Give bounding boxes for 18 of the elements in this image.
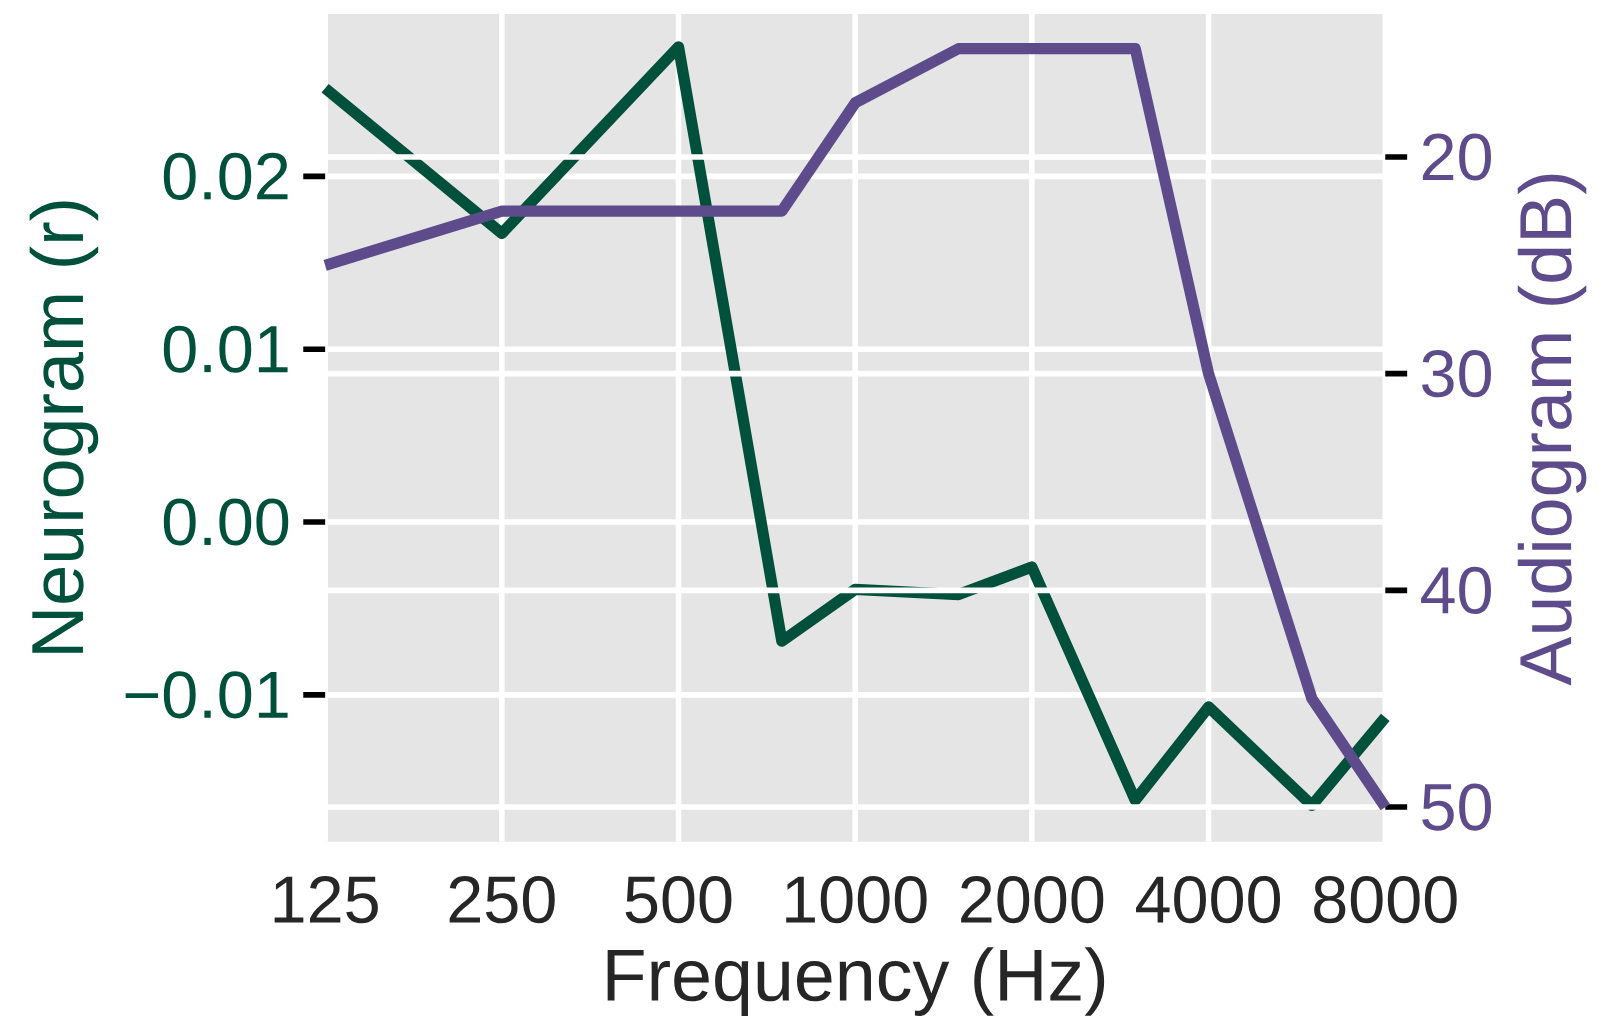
x-tick-label: 125 <box>274 875 378 924</box>
y-tick-label: 0.02 <box>163 152 288 200</box>
x-tick-label: 8000 <box>1314 875 1457 924</box>
y-tick-label: 0.00 <box>163 498 289 546</box>
x-tick-label: 1000 <box>786 875 927 924</box>
y-tick-label: −0.01 <box>125 671 288 719</box>
y2-tick-label: 20 <box>1422 133 1491 181</box>
y2-axis-title: Audiogram (dB) <box>1517 174 1587 686</box>
y-tick-label: 0.01 <box>163 325 288 373</box>
y2-tick-label: 50 <box>1422 783 1491 831</box>
y2-tick-label: 30 <box>1422 350 1491 398</box>
x-tick-label: 250 <box>449 875 555 924</box>
y-axis-title: Neurogram (r) <box>29 201 99 653</box>
x-axis-title: Frequency (Hz) <box>607 947 1105 1016</box>
x-tick-label: 2000 <box>961 875 1104 924</box>
x-tick-label: 500 <box>625 875 732 924</box>
x-tick-label: 4000 <box>1136 875 1280 924</box>
y2-tick-label: 40 <box>1421 566 1491 614</box>
